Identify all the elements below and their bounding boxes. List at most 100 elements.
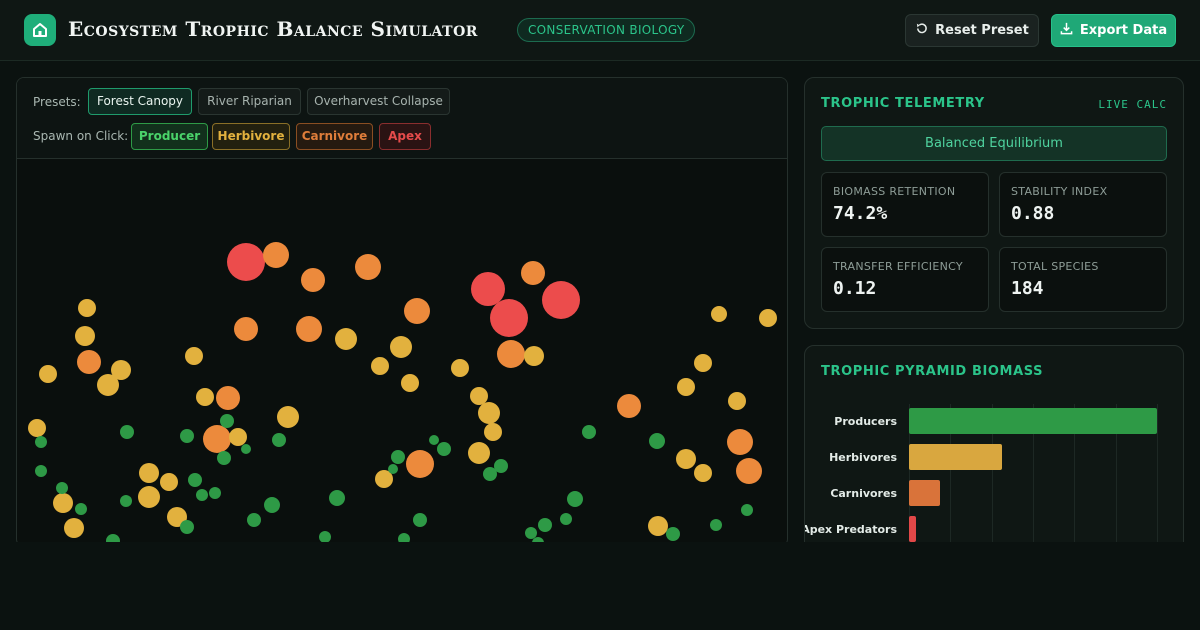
preset-river-riparian[interactable]: River Riparian [198, 88, 301, 115]
metric-value: 74.2% [833, 203, 888, 224]
herbivore-organism [677, 378, 695, 396]
reset-preset-button[interactable]: Reset Preset [905, 14, 1039, 47]
preset-overharvest-collapse[interactable]: Overharvest Collapse [307, 88, 450, 115]
carnivore-organism [617, 394, 641, 418]
producer-organism [582, 425, 596, 439]
herbivore-organism [139, 463, 159, 483]
app-header: Ecosystem Trophic Balance Simulator CONS… [0, 0, 1200, 61]
producer-organism [196, 489, 208, 501]
export-data-label: Export Data [1079, 23, 1168, 38]
bar-herbivores[interactable] [909, 444, 1002, 470]
herbivore-organism [451, 359, 469, 377]
carnivore-organism [263, 242, 289, 268]
metric-stability-index: STABILITY INDEX 0.88 [999, 172, 1167, 237]
producer-organism [741, 504, 753, 516]
telemetry-card: TROPHIC TELEMETRY LIVE CALC Balanced Equ… [804, 77, 1184, 329]
carnivore-organism [216, 386, 240, 410]
herbivore-organism [375, 470, 393, 488]
bar-producers[interactable] [909, 408, 1157, 434]
bar-apex-predators[interactable] [909, 516, 917, 542]
home-icon[interactable] [24, 14, 56, 46]
producer-organism [567, 491, 583, 507]
producer-organism [180, 429, 194, 443]
producer-organism [220, 414, 234, 428]
bar-carnivores[interactable] [909, 480, 940, 506]
herbivore-organism [484, 423, 502, 441]
herbivore-organism [390, 336, 412, 358]
herbivore-organism [711, 306, 727, 322]
reset-preset-label: Reset Preset [935, 23, 1029, 38]
producer-organism [525, 527, 537, 539]
producer-organism [666, 527, 680, 541]
discipline-badge: CONSERVATION BIOLOGY [517, 18, 696, 42]
carnivore-organism [736, 458, 762, 484]
pyramid-card: TROPHIC PYRAMID BIOMASS Producers Herbivo… [804, 345, 1184, 565]
chart-gridline [950, 404, 951, 564]
herbivore-organism [277, 406, 299, 428]
herbivore-organism [694, 464, 712, 482]
herbivore-organism [160, 473, 178, 491]
ecosystem-canvas[interactable] [17, 159, 787, 546]
simulation-panel: Presets: Forest Canopy River Riparian Ov… [16, 77, 788, 547]
pyramid-chart: Producers Herbivores Carnivores Apex Predat… [805, 346, 1183, 564]
herbivore-organism [478, 402, 500, 424]
spawn-carnivore[interactable]: Carnivore [296, 123, 373, 150]
equilibrium-status: Balanced Equilibrium [821, 126, 1167, 161]
pyramid-title: TROPHIC PYRAMID BIOMASS [821, 364, 1044, 379]
carnivore-organism [234, 317, 258, 341]
producer-organism [35, 465, 47, 477]
carnivore-organism [521, 261, 545, 285]
metric-label: STABILITY INDEX [1011, 185, 1108, 198]
producer-organism [329, 490, 345, 506]
export-data-button[interactable]: Export Data [1051, 14, 1176, 47]
apex-organism [227, 243, 265, 281]
bar-label: Herbivores [829, 451, 897, 464]
preset-forest-canopy[interactable]: Forest Canopy [88, 88, 192, 115]
producer-organism [272, 433, 286, 447]
download-icon [1060, 22, 1073, 39]
herbivore-organism [468, 442, 490, 464]
herbivore-organism [759, 309, 777, 327]
spawn-herbivore[interactable]: Herbivore [212, 123, 290, 150]
chart-gridline [1157, 404, 1158, 564]
producer-organism [494, 459, 508, 473]
carnivore-organism [296, 316, 322, 342]
spawn-label: Spawn on Click: [33, 129, 129, 143]
carnivore-organism [301, 268, 325, 292]
producer-organism [209, 487, 221, 499]
producer-organism [391, 450, 405, 464]
spawn-producer[interactable]: Producer [131, 123, 208, 150]
herbivore-organism [64, 518, 84, 538]
herbivore-organism [470, 387, 488, 405]
herbivore-organism [97, 374, 119, 396]
herbivore-organism [75, 326, 95, 346]
chart-gridline [992, 404, 993, 564]
metric-label: BIOMASS RETENTION [833, 185, 956, 198]
herbivore-organism [335, 328, 357, 350]
carnivore-organism [404, 298, 430, 324]
herbivore-organism [111, 360, 131, 380]
spawn-apex[interactable]: Apex [379, 123, 431, 150]
metric-value: 0.88 [1011, 203, 1055, 224]
metric-total-species: TOTAL SPECIES 184 [999, 247, 1167, 312]
metric-label: TOTAL SPECIES [1011, 260, 1099, 273]
carnivore-organism [497, 340, 525, 368]
producer-organism [437, 442, 451, 456]
carnivore-organism [406, 450, 434, 478]
chart-gridline [1116, 404, 1117, 564]
carnivore-organism [77, 350, 101, 374]
producer-organism [483, 467, 497, 481]
bar-label: Apex Predators [805, 523, 897, 536]
chart-gridline [1074, 404, 1075, 564]
chart-gridline [1033, 404, 1034, 564]
producer-organism [188, 473, 202, 487]
producer-organism [429, 435, 439, 445]
producer-organism [538, 518, 552, 532]
reset-icon [915, 22, 928, 39]
herbivore-organism [401, 374, 419, 392]
producer-organism [710, 519, 722, 531]
metric-label: TRANSFER EFFICIENCY [833, 260, 963, 273]
bar-label: Producers [834, 415, 897, 428]
carnivore-organism [203, 425, 231, 453]
herbivore-organism [371, 357, 389, 375]
